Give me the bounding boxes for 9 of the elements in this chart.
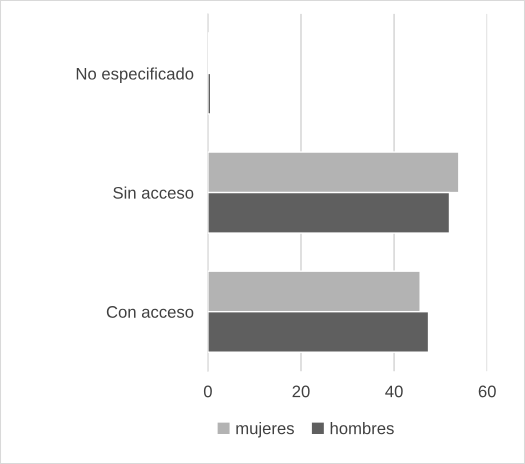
y-tick-label: No especificado bbox=[76, 67, 194, 83]
y-tick-label: Sin acceso bbox=[113, 186, 194, 199]
x-tick-label: 60 bbox=[478, 386, 496, 398]
legend-label: mujeres bbox=[236, 422, 294, 438]
x-tick-label: 40 bbox=[385, 386, 403, 398]
x-tick-label: 20 bbox=[292, 386, 310, 398]
x-tick-label: 0 bbox=[204, 386, 212, 398]
legend-label: hombres bbox=[330, 422, 394, 434]
y-tick-label: Con acceso bbox=[106, 306, 194, 318]
